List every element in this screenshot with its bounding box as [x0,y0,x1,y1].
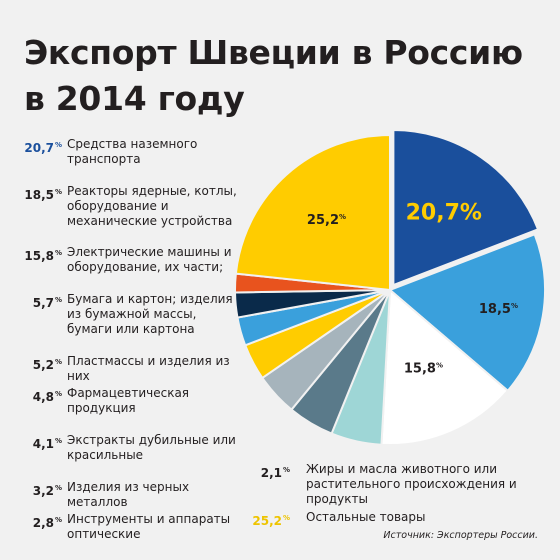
legend-label-left-2: Электрические машины и оборудование, их … [67,245,232,274]
legend-label-left-5: Фармацевтическая продукция [67,386,190,415]
legend-label-left-1: Реакторы ядерные, котлы, оборудование и … [67,184,237,228]
legend-value-right-1: 25,2% [232,510,290,529]
legend-value-left-5: 4,8% [4,386,62,405]
slice-label-percent: % [511,302,518,310]
legend-value-right-0: 2,1% [232,462,290,481]
slice-label-percent: % [460,200,482,225]
percent-sign: % [54,249,62,257]
pie-slice-0 [392,129,540,287]
legend-label-right-1: Остальные товары [306,510,426,524]
percent-sign: % [54,516,62,524]
percent-sign: % [54,390,62,398]
legend-value-number: 5,2 [32,358,54,372]
legend-value-left-4: 5,2% [4,354,62,373]
legend-label-right-0: Жиры и масла животного или растительного… [306,462,517,506]
percent-sign: % [282,466,290,474]
legend-value-left-0: 20,7% [4,137,62,156]
percent-sign: % [282,514,290,522]
legend-value-left-2: 15,8% [4,245,62,264]
legend-value-left-6: 4,1% [4,433,62,452]
percent-sign: % [54,296,62,304]
chart-title-line-2: в 2014 году [24,79,245,118]
legend-label-left-3: Бумага и картон; изделия из бумажной мас… [67,292,233,336]
slice-label-value: 25,2 [307,213,339,228]
slice-label-value: 18,5 [479,302,511,317]
legend-label-left-4: Пластмассы и изделия из них [67,354,230,383]
percent-sign: % [54,188,62,196]
slice-label-percent: % [339,213,346,221]
slice-label-1: 18,5% [479,302,518,317]
legend-value-number: 2,1 [260,466,282,480]
legend-value-number: 20,7 [24,141,54,155]
legend-value-number: 25,2 [252,514,282,528]
slice-label-value: 15,8 [404,362,436,377]
slice-label-10: 25,2% [307,213,346,228]
slice-label-2: 15,8% [404,362,443,377]
percent-sign: % [54,358,62,366]
legend-value-left-3: 5,7% [4,292,62,311]
legend-value-number: 5,7 [32,296,54,310]
legend-value-left-7: 3,2% [4,480,62,499]
chart-title-line-1: Экспорт Швеции в Россию [24,33,523,72]
percent-sign: % [54,484,62,492]
legend-value-number: 3,2 [32,484,54,498]
pie-slice-1 [388,232,546,393]
legend-value-number: 15,8 [24,249,54,263]
legend-value-number: 4,1 [32,437,54,451]
legend-label-left-0: Средства наземного транспорта [67,137,198,166]
legend-value-left-1: 18,5% [4,184,62,203]
legend-label-left-8: Инструменты и аппараты оптические [67,512,231,541]
legend-label-left-7: Изделия из черных металлов [67,480,190,509]
pie-slice-10 [234,133,391,292]
source-note: Источник: Экспортеры России. [383,530,538,541]
slice-label-percent: % [436,362,443,370]
slice-label-0: 20,7% [406,200,482,225]
legend-value-number: 4,8 [32,390,54,404]
percent-sign: % [54,141,62,149]
slice-label-value: 20,7 [406,200,460,225]
legend-value-left-8: 2,8% [4,512,62,531]
legend-value-number: 2,8 [32,516,54,530]
legend-label-left-6: Экстракты дубильные или красильные [67,433,236,462]
percent-sign: % [54,437,62,445]
pie-slice-2 [380,287,510,446]
chart-title: Экспорт Швеции в Россию в 2014 году [24,30,523,122]
legend-value-number: 18,5 [24,188,54,202]
